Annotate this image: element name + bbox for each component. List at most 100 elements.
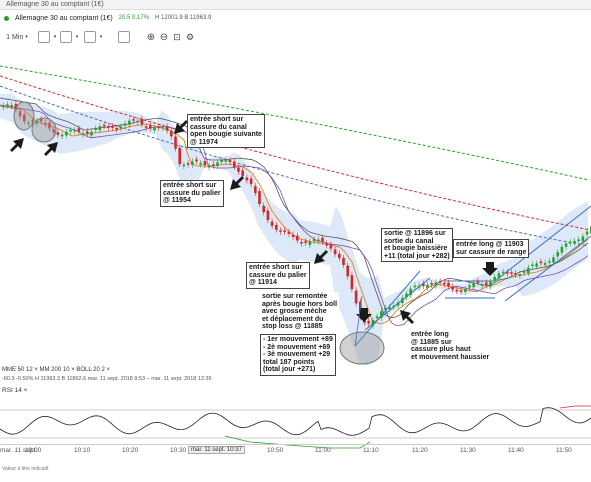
candle-body <box>350 275 354 290</box>
candle-body <box>438 280 442 283</box>
candle-body <box>2 105 5 108</box>
rsi-line <box>0 405 591 449</box>
chart-type-icon <box>38 31 50 43</box>
candle-body <box>94 128 97 131</box>
candle-body <box>178 147 181 165</box>
candle-body <box>161 126 165 129</box>
candle-body <box>384 308 387 310</box>
footer-note: Valeur à titre indicatif <box>2 466 49 472</box>
draw-icon <box>84 31 96 43</box>
candle-body <box>69 129 72 132</box>
candle-body <box>90 131 93 136</box>
candle-body <box>195 159 198 162</box>
candle-body <box>73 129 76 132</box>
draw-chevron-icon[interactable]: ▾ <box>99 34 103 40</box>
rsi-values-line <box>0 407 591 436</box>
channel-line-up-1 <box>354 270 421 347</box>
price-chart[interactable] <box>0 46 591 376</box>
candle-body <box>489 281 492 287</box>
rsi-label: RSI 14 × <box>2 387 28 394</box>
timeframe-dropdown[interactable]: 1 Min ▾ <box>6 30 28 44</box>
arrow-icon <box>10 138 24 152</box>
chart-type-chevron-icon[interactable]: ▾ <box>53 34 57 40</box>
annotation-long-entry-1: entrée long @ 11903 sur cassure de range <box>453 239 530 259</box>
candle-body <box>153 127 156 131</box>
rsi-panel[interactable] <box>0 396 591 456</box>
candle-body <box>543 262 547 266</box>
candle-body <box>447 282 450 287</box>
candle-body <box>581 236 585 242</box>
annotation-long-entry-2: entrée long @ 11885 sur cassure plus hau… <box>409 330 492 363</box>
ma200-red-line <box>0 75 589 231</box>
candle-body <box>522 271 526 273</box>
candle-body <box>569 241 572 244</box>
candle-body <box>98 126 102 131</box>
candle-body <box>212 164 215 166</box>
ma-blue-dashed-line <box>0 85 589 247</box>
candle-body <box>228 160 232 163</box>
candle-body <box>304 241 307 243</box>
candle-body <box>136 120 139 123</box>
annotation-short-entry-2: entrée short sur cassure du palier @ 119… <box>160 180 224 207</box>
time-tick-label: 11:00 <box>315 447 331 454</box>
highlight-circle-2 <box>31 117 57 143</box>
zoom-out-button[interactable]: ⊖ <box>158 30 170 44</box>
candle-body <box>18 111 22 117</box>
candle-body <box>287 231 291 234</box>
arrow-icon <box>482 262 498 276</box>
chart-type-button[interactable] <box>38 30 50 44</box>
candle-body <box>237 167 240 172</box>
candle-body <box>556 252 559 257</box>
rsi-header[interactable]: RSI 14 × <box>0 387 27 394</box>
candle-body <box>165 126 169 131</box>
indicator-legend[interactable]: MME 50 12 × MM 200 10 × BOLL 20 2 × <box>0 367 591 375</box>
time-tick-label: 10:20 <box>122 447 139 454</box>
zoom-out-icon: ⊖ <box>159 31 169 43</box>
arrow-icon <box>400 310 414 324</box>
price-summary-text: -60.3 -0.50% H 11993.3 B 11862.6 mar. 11… <box>2 376 212 382</box>
instrument-name[interactable]: Allemagne 30 au comptant (1€) <box>15 14 113 22</box>
candle-body <box>254 186 257 194</box>
candle-body <box>191 161 194 165</box>
candle-body <box>182 164 186 167</box>
candle-body <box>77 128 81 132</box>
candle-body <box>329 244 333 249</box>
channel-line-up-4 <box>504 235 591 302</box>
candle-body <box>111 125 114 128</box>
candle-body <box>392 305 396 308</box>
candle-body <box>132 119 135 121</box>
candle-body <box>333 249 337 255</box>
candle-body <box>207 165 211 168</box>
zoom-in-button[interactable]: ⊕ <box>145 30 157 44</box>
candle-body <box>296 235 299 241</box>
candle-body <box>409 288 412 295</box>
tools-button[interactable] <box>118 30 130 44</box>
candle-body <box>535 263 538 267</box>
pointer-line <box>354 295 363 347</box>
candle-body <box>501 271 505 274</box>
candle-body <box>405 293 408 298</box>
candle-body <box>10 104 13 107</box>
candle-body <box>123 123 127 126</box>
candle-body <box>413 285 417 288</box>
candle-body <box>275 224 278 230</box>
candle-body <box>342 257 345 266</box>
indicators-button[interactable] <box>60 30 72 44</box>
price-change: 20.5 0.17% <box>118 15 150 21</box>
candle-body <box>585 231 589 235</box>
candle-body <box>426 284 429 288</box>
candle-body <box>464 289 467 292</box>
candle-body <box>262 205 265 213</box>
indicators-chevron-icon[interactable]: ▾ <box>75 34 79 40</box>
candle-body <box>485 282 488 285</box>
zoom-reset-button[interactable]: ⊡ <box>171 30 183 44</box>
candle-body <box>199 163 202 165</box>
candle-body <box>203 161 207 166</box>
settings-button[interactable]: ⚙ <box>184 30 196 44</box>
candle-body <box>186 163 190 165</box>
draw-button[interactable] <box>84 30 96 44</box>
browser-tab[interactable]: Allemagne 30 au comptant (1€) <box>6 1 104 8</box>
highlight-circle-1 <box>13 101 35 131</box>
candle-body <box>65 131 68 136</box>
candle-body <box>434 282 438 286</box>
